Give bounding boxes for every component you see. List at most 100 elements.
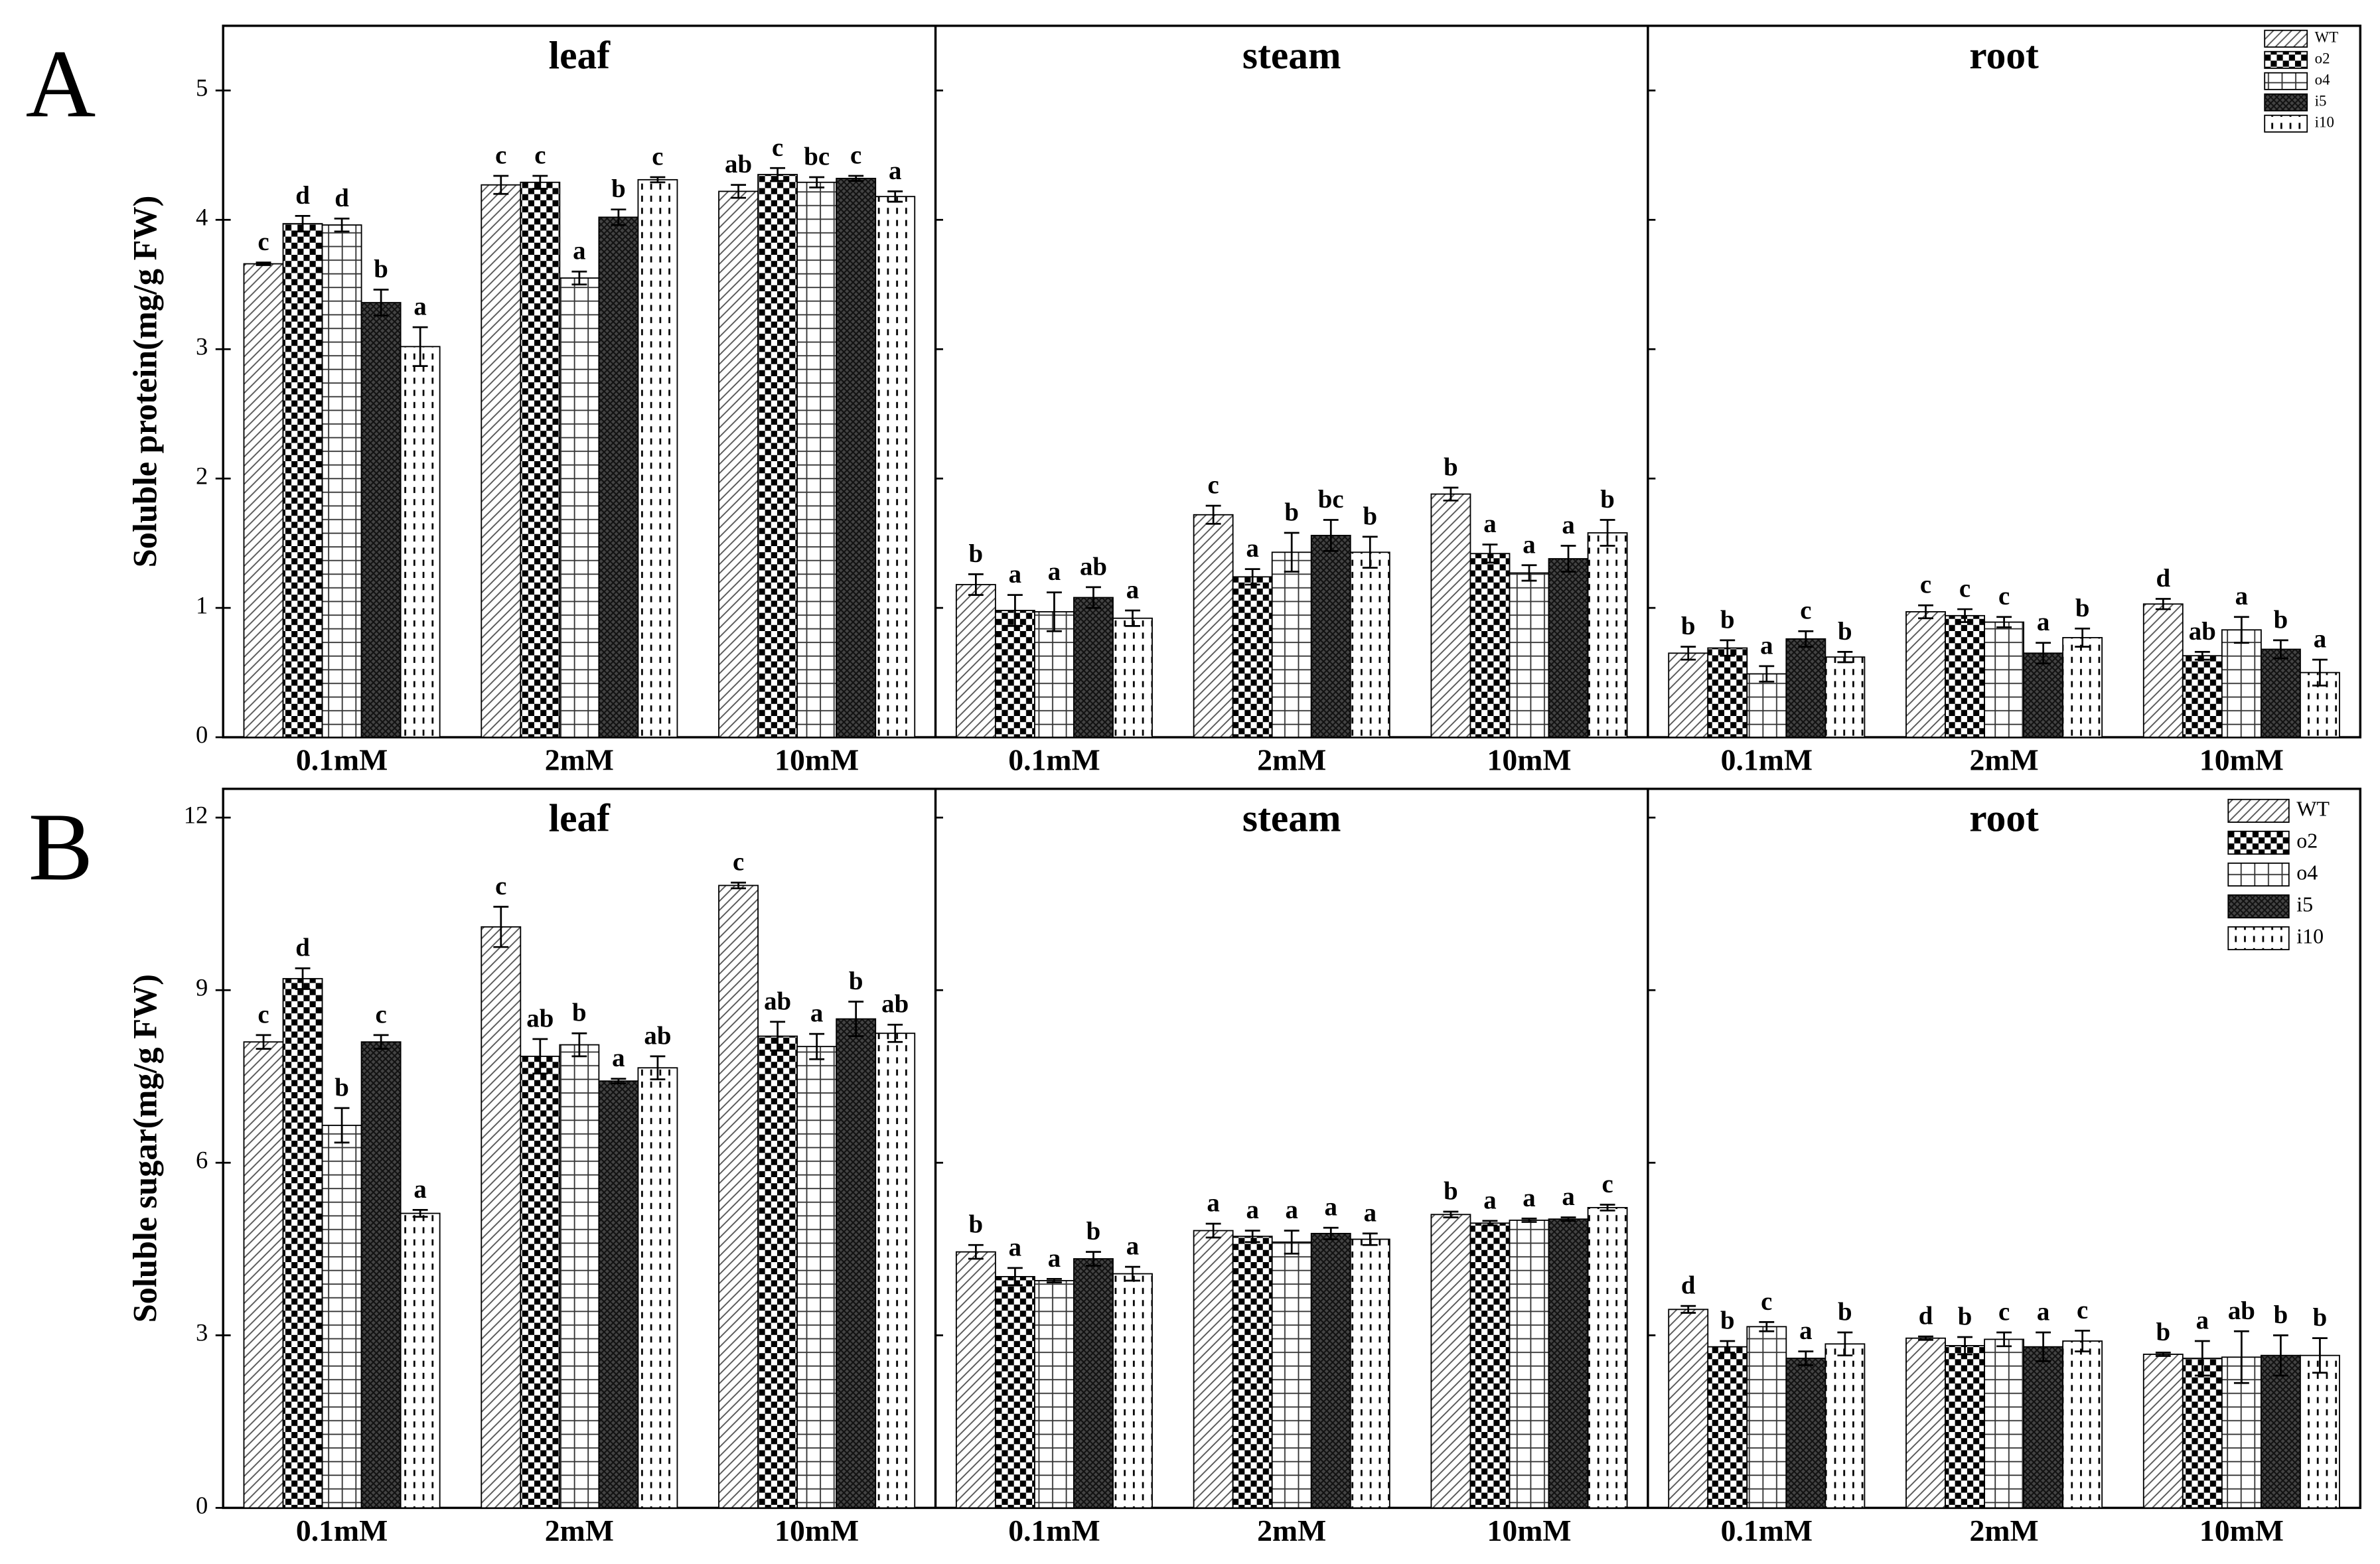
bar (559, 1044, 600, 1509)
error-bar (1205, 1222, 1221, 1239)
significance-letter: d (2156, 564, 2170, 593)
bar (1945, 1345, 1985, 1509)
significance-letter: a (413, 293, 426, 321)
y-tick-label: 5 (196, 74, 208, 102)
significance-letter: b (1958, 1302, 1972, 1330)
error-bar (2312, 1337, 2328, 1374)
legend-swatch (2264, 93, 2308, 111)
legend-swatch (2227, 830, 2290, 855)
bar (243, 1041, 284, 1509)
error-bar (571, 270, 587, 286)
significance-letter: c (1761, 1287, 1772, 1316)
y-tick-label: 4 (196, 204, 208, 231)
bar (321, 1125, 362, 1509)
significance-letter: c (1208, 471, 1219, 500)
bar (637, 1067, 678, 1509)
bar (796, 1046, 838, 1509)
error-bar (2233, 616, 2249, 644)
bar (2142, 603, 2184, 738)
significance-letter: a (1048, 1244, 1061, 1273)
significance-letter: ab (1080, 552, 1107, 581)
error-bar (1560, 1216, 1576, 1222)
bar (1548, 558, 1589, 738)
bar (1073, 1258, 1114, 1509)
bar (637, 178, 678, 738)
significance-letter: d (1681, 1271, 1696, 1300)
bar (2221, 629, 2262, 738)
error-bar (1125, 1265, 1140, 1282)
legend-label: i10 (2315, 114, 2334, 131)
x-tick-label: 2mM (545, 743, 614, 776)
y-axis-label: Soluble protein(mg/g FW) (127, 196, 164, 568)
error-bar (1798, 1350, 1814, 1366)
bar (1232, 576, 1273, 738)
bar (1073, 597, 1114, 738)
error-bar (1759, 665, 1775, 683)
error-bar (2194, 1340, 2210, 1377)
error-bar (1759, 1321, 1775, 1332)
significance-letter: b (2274, 1301, 2288, 1329)
bar (360, 302, 402, 738)
bar (282, 223, 323, 738)
bar (481, 926, 522, 1509)
error-bar (611, 208, 627, 226)
legend-label: i5 (2315, 93, 2327, 109)
significance-letter: c (375, 1000, 386, 1029)
y-tick-label: 0 (196, 1492, 208, 1519)
significance-letter: b (1838, 617, 1852, 646)
bar (598, 1080, 639, 1509)
bar (2023, 1346, 2064, 1509)
significance-letter: a (1009, 1233, 1021, 1261)
legend-label: i10 (2296, 924, 2324, 948)
error-bar (334, 217, 350, 233)
bar (1824, 656, 1866, 738)
significance-letter: a (889, 157, 901, 185)
significance-letter: ab (2189, 617, 2216, 646)
x-tick-label: 2mM (545, 1514, 614, 1547)
subplot-title: leaf (549, 33, 611, 77)
bar (1668, 652, 1709, 738)
significance-letter: a (1523, 1184, 1535, 1212)
error-bar (373, 289, 389, 317)
bar (1509, 572, 1550, 738)
significance-letter: a (2037, 608, 2049, 636)
significance-letter: b (1444, 453, 1458, 481)
bar (1469, 1222, 1511, 1509)
significance-letter: b (1086, 1217, 1101, 1245)
significance-letter: d (295, 181, 310, 210)
legend-swatch (2227, 894, 2290, 919)
bar (598, 216, 639, 738)
significance-letter: bc (804, 142, 830, 171)
significance-letter: b (2075, 594, 2090, 622)
significance-letter: a (1760, 631, 1773, 660)
significance-letter: a (1009, 560, 1021, 589)
significance-letter: c (1601, 1170, 1613, 1198)
significance-letter: b (1681, 612, 1696, 640)
significance-letter: b (2274, 605, 2288, 634)
error-bar (968, 1244, 984, 1260)
error-bar (2155, 598, 2171, 610)
bar (481, 184, 522, 738)
subplot-title: root (1969, 796, 2039, 840)
error-bar (2036, 642, 2051, 665)
bar (2142, 1354, 2184, 1509)
bar (718, 190, 759, 738)
error-bar (848, 175, 864, 182)
error-bar (1680, 1305, 1696, 1314)
x-tick-label: 0.1mM (1721, 1514, 1813, 1547)
error-bar (1599, 519, 1615, 547)
significance-letter: a (1562, 511, 1574, 539)
error-bar (1521, 1217, 1537, 1223)
error-bar (1086, 1251, 1101, 1267)
error-bar (1482, 1220, 1498, 1227)
error-bar (1521, 564, 1537, 582)
bar (2300, 1354, 2340, 1509)
error-bar (373, 1034, 389, 1050)
error-bar (493, 906, 509, 948)
error-bar (532, 175, 548, 190)
significance-letter: a (612, 1044, 625, 1072)
error-bar (2272, 1334, 2288, 1377)
y-tick-label: 1 (196, 592, 208, 619)
error-bar (650, 1055, 666, 1080)
error-bar (1323, 1226, 1339, 1240)
